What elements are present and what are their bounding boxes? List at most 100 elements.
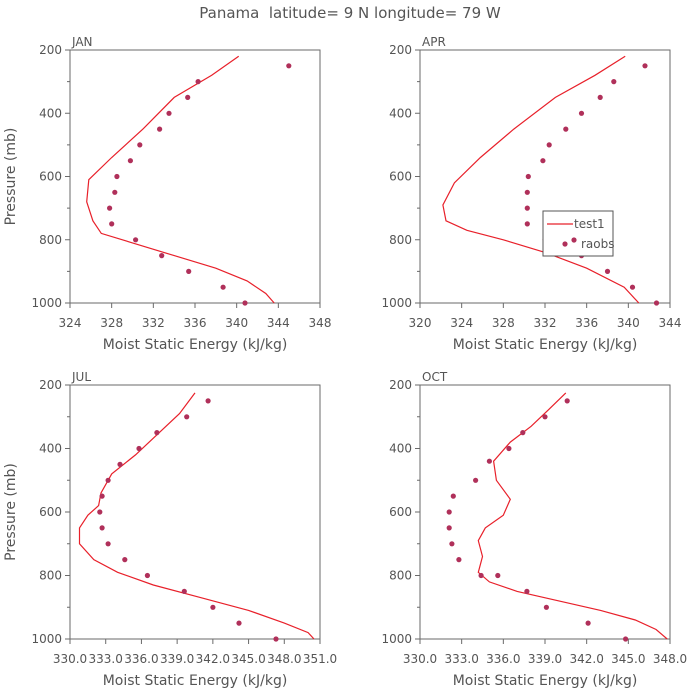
jul-panel: JUL 330.0 333.0 336.0 339.0 342.0 345.0 348.0 35… bbox=[3, 370, 337, 689]
jul-raobs-point bbox=[184, 414, 190, 420]
jul-plot-frame bbox=[69, 384, 321, 640]
oct-raobs-point bbox=[520, 430, 526, 436]
jul-ytick-label: 600 bbox=[39, 505, 62, 519]
oct-raobs-point bbox=[506, 445, 512, 452]
apr-raobs-point bbox=[546, 142, 552, 148]
jan-xtick-label: 336 bbox=[184, 316, 207, 330]
oct-ytick-label: 200 bbox=[389, 378, 412, 392]
oct-plot-frame bbox=[419, 384, 671, 640]
legend-raobs-swatch bbox=[562, 241, 568, 247]
oct-ytick-label: 1000 bbox=[381, 632, 412, 646]
apr-xtick-label: 320 bbox=[409, 316, 432, 330]
apr-raobs-point bbox=[524, 221, 530, 227]
oct-xaxis-label: Moist Static Energy (kJ/kg) bbox=[453, 673, 638, 689]
legend-raobs-label: raobs bbox=[581, 237, 615, 251]
oct-xtick-label: 348.0 bbox=[653, 652, 687, 666]
jan-raobs-point bbox=[220, 284, 226, 290]
jul-raobs-point bbox=[105, 477, 111, 483]
jan-raobs-point bbox=[286, 63, 292, 69]
apr-raobs-point bbox=[524, 189, 530, 195]
oct-xtick-label: 342.0 bbox=[569, 652, 603, 666]
jan-raobs-point bbox=[133, 237, 139, 243]
legend-box bbox=[542, 210, 614, 257]
jan-ytick-label: 800 bbox=[39, 233, 62, 247]
jan-raobs-point bbox=[242, 300, 248, 306]
oct-raobs-point bbox=[450, 493, 456, 499]
jan-raobs-point bbox=[107, 205, 113, 211]
apr-series-test1-line bbox=[442, 55, 640, 304]
jan-raobs-point bbox=[137, 142, 143, 148]
apr-raobs-point bbox=[597, 94, 603, 100]
jul-raobs-point bbox=[181, 588, 187, 595]
jan-xtick-label: 324 bbox=[59, 316, 82, 330]
oct-xtick-label: 339.0 bbox=[528, 652, 562, 666]
jan-plot-frame bbox=[69, 49, 321, 304]
jan-xaxis-label: Moist Static Energy (kJ/kg) bbox=[103, 337, 288, 353]
legend-raobs-swatch bbox=[571, 237, 577, 243]
jul-xtick-label: 336.0 bbox=[124, 652, 158, 666]
oct-panel: OCT 330.0 333.0 336.0 339.0 342.0 345.0 348.0 20… bbox=[381, 370, 687, 689]
jul-series-test1-line bbox=[78, 392, 315, 640]
jan-raobs-point bbox=[157, 126, 163, 132]
jan-series-test1-line bbox=[86, 55, 275, 304]
jan-raobs-point bbox=[185, 94, 191, 100]
jul-yaxis-label: Pressure (mb) bbox=[3, 463, 19, 561]
jan-raobs-point bbox=[112, 189, 118, 195]
apr-raobs-point bbox=[629, 284, 636, 290]
apr-xtick-label: 344 bbox=[659, 316, 682, 330]
jul-raobs-point bbox=[210, 604, 216, 610]
jan-panel: JAN 324 328 332 336 340 344 348 200 400 600 800 1000… bbox=[3, 35, 331, 353]
jan-xtick-label: 340 bbox=[225, 316, 248, 330]
apr-xtick-label: 324 bbox=[450, 316, 473, 330]
jul-xtick-label: 345.0 bbox=[231, 652, 265, 666]
oct-ytick-label: 800 bbox=[389, 569, 412, 583]
jul-raobs-point bbox=[236, 620, 242, 626]
apr-xtick-label: 332 bbox=[534, 316, 557, 330]
oct-raobs-point bbox=[478, 572, 484, 579]
jan-raobs-point bbox=[159, 253, 165, 259]
jan-raobs-point bbox=[114, 173, 120, 180]
oct-ytick-label: 600 bbox=[389, 505, 412, 519]
jul-raobs-point bbox=[273, 636, 279, 642]
jan-yaxis-label: Pressure (mb) bbox=[3, 128, 19, 226]
legend: test1 raobs bbox=[542, 210, 615, 257]
jul-xtick-label: 342.0 bbox=[196, 652, 230, 666]
oct-xtick-label: 345.0 bbox=[611, 652, 645, 666]
jan-raobs-point bbox=[109, 221, 115, 227]
jan-xtick-label: 348 bbox=[309, 316, 332, 330]
jul-raobs-point bbox=[136, 445, 142, 452]
jul-xtick-label: 339.0 bbox=[160, 652, 194, 666]
jul-raobs-point bbox=[154, 430, 160, 436]
apr-plot-frame bbox=[419, 49, 671, 304]
jan-ytick-label: 400 bbox=[39, 106, 62, 120]
jul-raobs-point bbox=[99, 525, 105, 531]
apr-ytick-label: 800 bbox=[389, 233, 412, 247]
jul-raobs-point bbox=[117, 461, 123, 467]
apr-xtick-label: 328 bbox=[492, 316, 515, 330]
jan-raobs-point bbox=[166, 110, 172, 116]
jul-raobs-point bbox=[205, 398, 211, 404]
oct-raobs-point bbox=[446, 525, 452, 531]
apr-raobs-point bbox=[525, 173, 531, 180]
apr-ytick-label: 600 bbox=[389, 170, 412, 184]
jul-raobs-point bbox=[99, 493, 105, 499]
jan-xtick-label: 332 bbox=[142, 316, 165, 330]
apr-panel: APR 320 324 328 332 336 340 344 200 400 600 800 1000… bbox=[381, 35, 681, 353]
panels: JAN 324 328 332 336 340 344 348 200 400 600 800 1000… bbox=[3, 35, 687, 689]
oct-raobs-point bbox=[449, 541, 455, 547]
jul-ytick-label: 200 bbox=[39, 378, 62, 392]
oct-raobs-point bbox=[543, 604, 550, 610]
legend-test1-label: test1 bbox=[574, 217, 605, 231]
jul-xaxis-label: Moist Static Energy (kJ/kg) bbox=[103, 673, 288, 689]
apr-raobs-point bbox=[642, 63, 648, 69]
apr-ytick-label: 400 bbox=[389, 106, 412, 120]
oct-panel-label: OCT bbox=[422, 370, 448, 384]
oct-raobs-point bbox=[542, 414, 548, 420]
oct-series-test1-line bbox=[477, 392, 668, 640]
jan-ytick-label: 1000 bbox=[31, 296, 62, 310]
apr-raobs-point bbox=[540, 158, 546, 164]
apr-raobs-point bbox=[524, 205, 530, 211]
figure-title: Panama latitude= 9 N longitude= 79 W bbox=[199, 4, 501, 22]
oct-raobs-point bbox=[623, 636, 629, 642]
